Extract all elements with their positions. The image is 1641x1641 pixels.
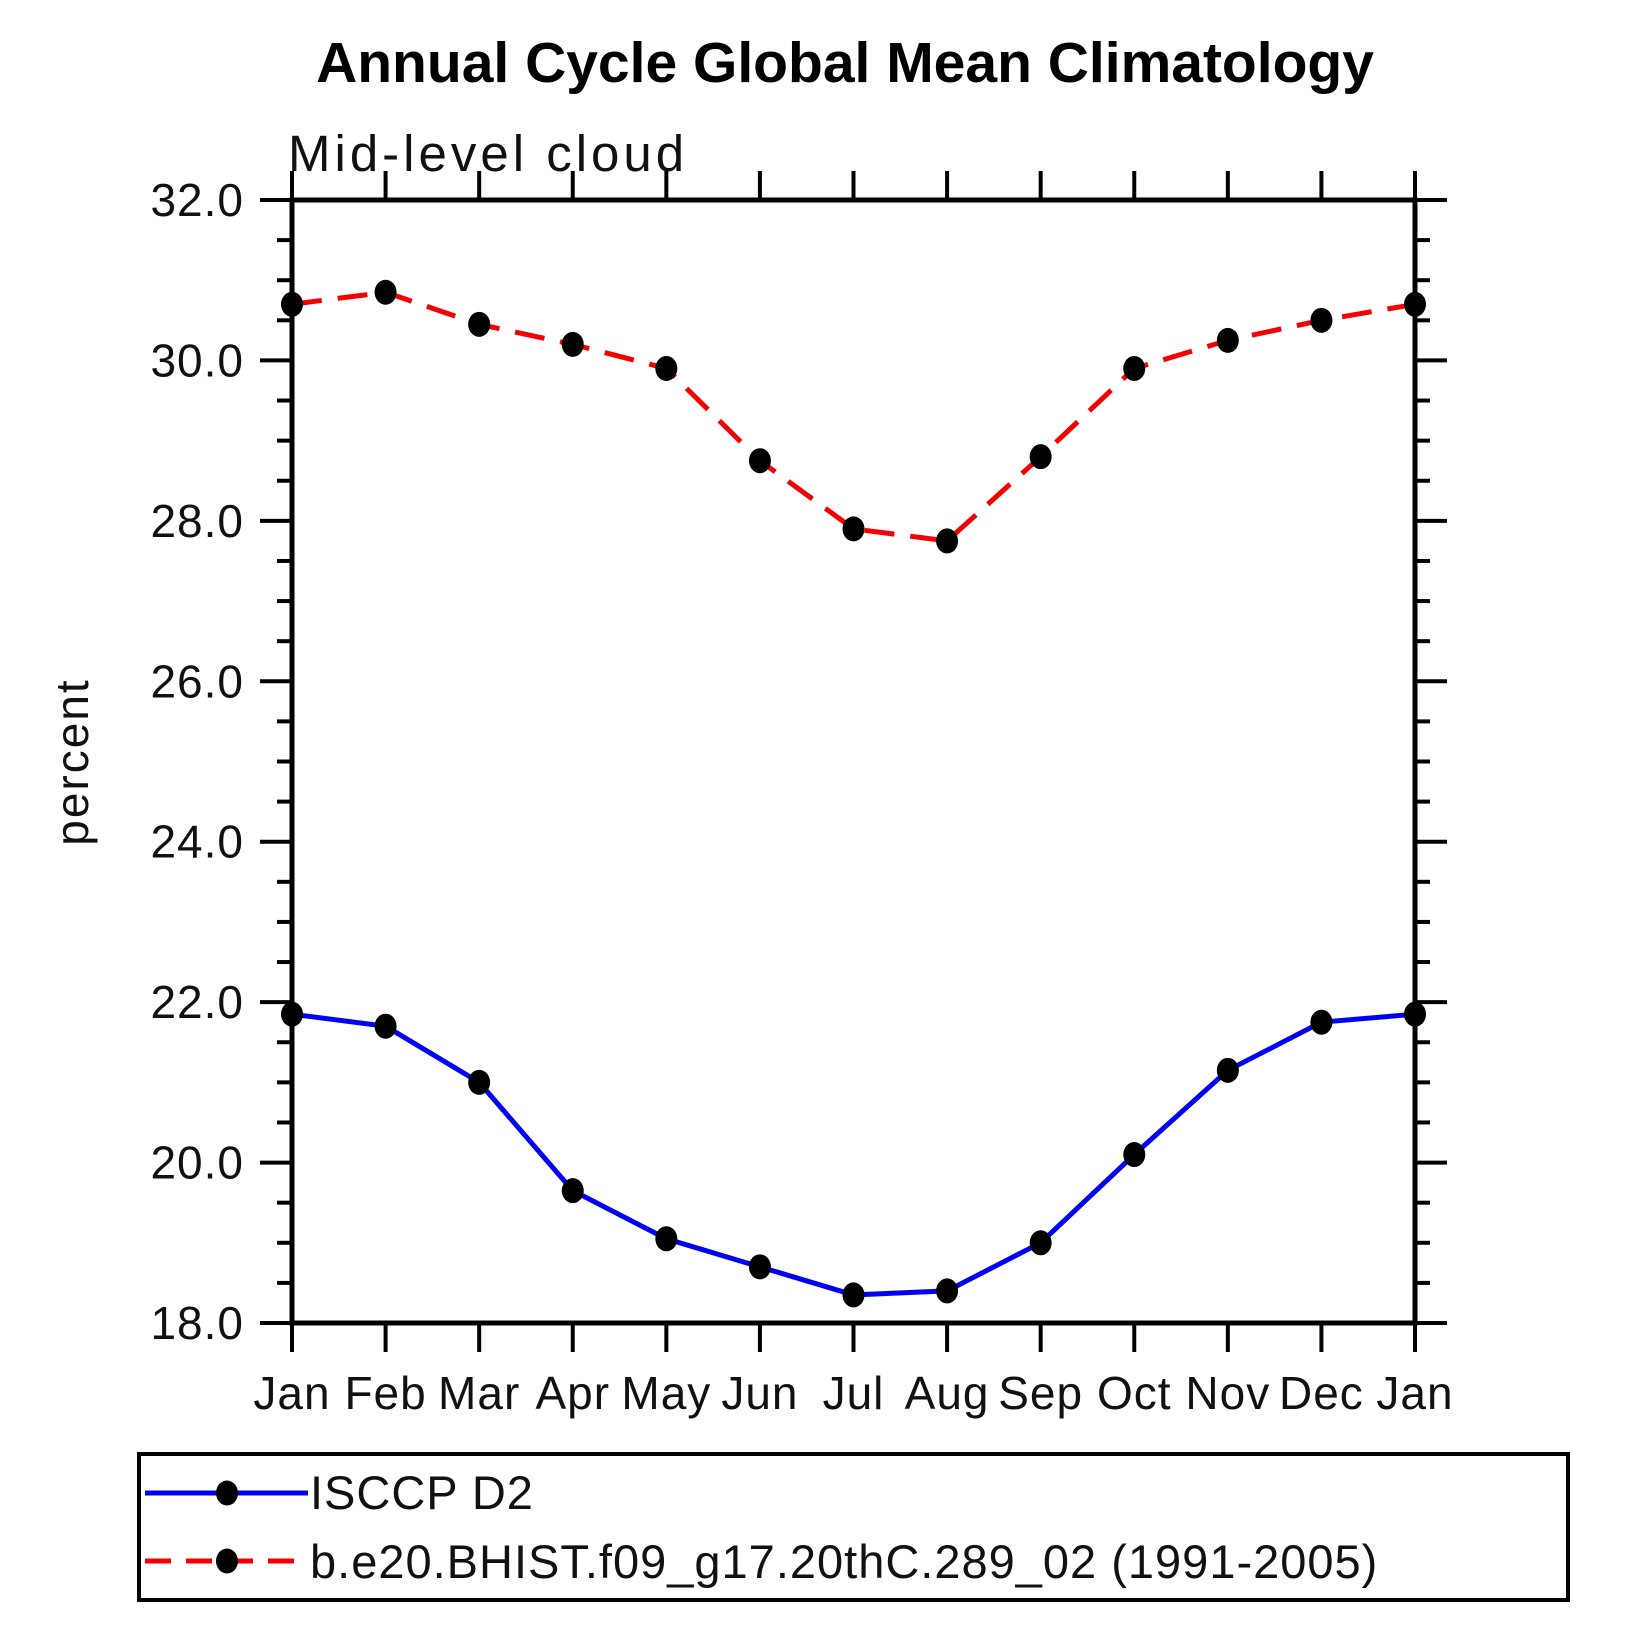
legend-sample-svg [145,1548,308,1574]
x-axis-tick-label: Jan [1376,1367,1453,1419]
data-point-marker [655,355,678,381]
data-point-marker [1216,327,1239,353]
data-point-marker [936,528,959,554]
y-axis-tick-label: 28.0 [150,495,244,547]
y-axis-tick-label: 22.0 [150,976,244,1028]
data-point-marker [1216,1057,1239,1083]
legend-label: ISCCP D2 [310,1466,534,1520]
plot-frame [289,197,1418,1326]
x-axis-tick-label: May [621,1367,711,1419]
series-line-1 [291,289,1416,544]
data-point-marker [748,448,771,474]
x-axis-tick-label: Mar [438,1367,520,1419]
x-axis-tick-label: Jan [253,1367,330,1419]
data-point-marker [374,279,397,305]
y-axis-tick-label: 30.0 [150,334,244,386]
y-axis-tick-label: 20.0 [150,1137,244,1189]
x-axis-tick-label: Oct [1097,1367,1172,1419]
legend-line-sample [143,1541,310,1581]
chart-subtitle: Mid-level cloud [288,125,689,182]
data-point-marker [1029,444,1052,470]
y-axis-tick-label: 18.0 [150,1297,244,1349]
data-point-marker [1310,307,1333,333]
data-point-marker [842,516,865,542]
data-point-marker [1310,1009,1333,1035]
x-axis-tick-label: Aug [905,1367,990,1419]
data-point-marker [468,311,491,337]
chart-title: Annual Cycle Global Mean Climatology [316,31,1374,95]
y-axis-tick-label: 26.0 [150,655,244,707]
x-axis-tick-label: Feb [344,1367,426,1419]
data-point-marker [561,1178,584,1204]
data-point-marker [561,331,584,357]
x-axis-tick-label: Sep [998,1367,1083,1419]
legend-item: b.e20.BHIST.f09_g17.20thC.289_02 (1991-2… [143,1529,1566,1593]
data-point-marker [1404,1001,1426,1027]
data-point-marker [655,1226,678,1252]
legend-sample-marker [216,1548,238,1574]
legend-label: b.e20.BHIST.f09_g17.20thC.289_02 (1991-2… [310,1534,1379,1588]
data-point-marker [1029,1230,1052,1256]
x-axis-tick-label: Jun [721,1367,798,1419]
data-point-marker [281,1001,303,1027]
y-axis-tick-label: 32.0 [150,174,244,226]
data-point-marker [1404,291,1426,317]
legend-sample-svg [145,1480,308,1506]
y-axis-tick-label: 24.0 [150,816,244,868]
data-point-marker [468,1069,491,1095]
x-axis-tick-label: Apr [535,1367,610,1419]
y-axis-title: percent [46,678,98,845]
chart-legend: ISCCP D2 b.e20.BHIST.f09_g17.20thC.289_0… [137,1452,1570,1602]
series-line-0 [291,1011,1416,1298]
legend-sample-marker [216,1480,238,1506]
data-point-marker [281,291,303,317]
x-axis-tick-label: Jul [823,1367,885,1419]
legend-line-sample [143,1473,310,1513]
data-point-marker [842,1282,865,1308]
data-point-marker [1123,1142,1146,1168]
data-point-marker [1123,355,1146,381]
data-point-marker [748,1254,771,1280]
data-point-marker [374,1013,397,1039]
x-axis-tick-label: Dec [1279,1367,1364,1419]
data-point-marker [936,1278,959,1304]
legend-item: ISCCP D2 [143,1461,1566,1525]
x-axis-tick-label: Nov [1185,1367,1270,1419]
